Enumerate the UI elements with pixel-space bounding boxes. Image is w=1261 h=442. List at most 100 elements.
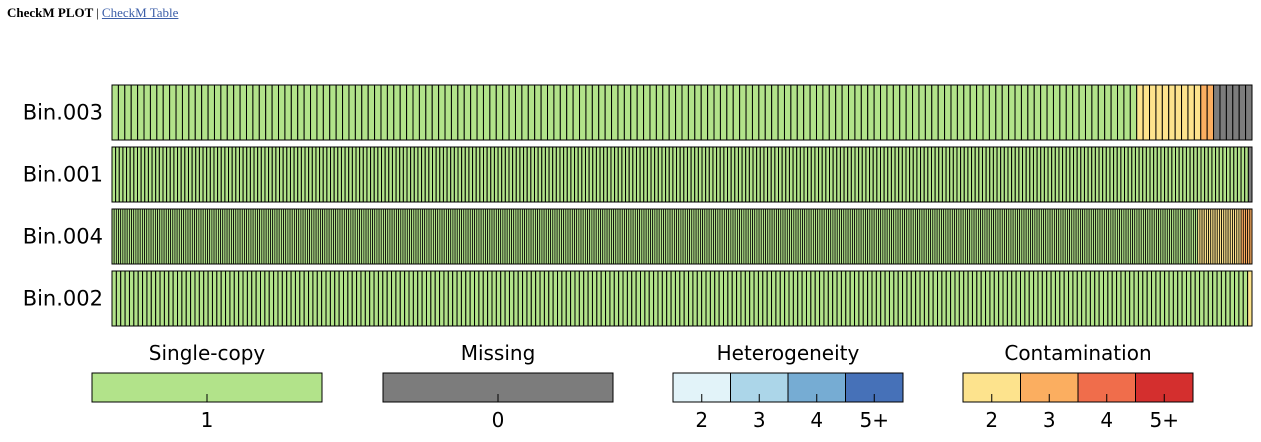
marker-cell <box>388 146 393 203</box>
marker-cell <box>958 270 965 327</box>
marker-cell <box>1102 270 1109 327</box>
marker-cell <box>654 146 659 203</box>
marker-cell <box>1206 84 1215 141</box>
marker-cell <box>238 270 244 327</box>
marker-cell <box>1015 270 1022 327</box>
marker-cell <box>585 84 593 141</box>
marker-cell <box>1002 270 1008 327</box>
marker-cell <box>1084 84 1093 141</box>
marker-cell <box>355 146 361 203</box>
marker-cell <box>1181 270 1187 327</box>
marker-cell <box>672 146 678 203</box>
marker-cell <box>801 270 807 327</box>
marker-cell <box>1117 84 1125 141</box>
marker-cell <box>173 146 179 203</box>
marker-cell <box>1234 270 1240 327</box>
marker-cell <box>920 146 925 203</box>
marker-cell <box>1024 270 1030 327</box>
marker-cell <box>1187 84 1195 141</box>
marker-cell <box>482 84 491 141</box>
marker-cell <box>592 146 597 203</box>
marker-cell <box>144 146 149 203</box>
marker-cell <box>915 270 921 327</box>
checkm-table-link[interactable]: CheckM Table <box>101 5 179 20</box>
marker-cell <box>312 270 318 327</box>
marker-cell <box>1043 146 1049 203</box>
marker-cell <box>1167 146 1173 203</box>
marker-cell <box>340 146 346 203</box>
marker-cell <box>1240 146 1246 203</box>
marker-cell <box>476 84 484 141</box>
marker-cell <box>988 84 997 141</box>
marker-cell <box>461 146 466 203</box>
marker-cell <box>1007 146 1013 203</box>
marker-cell <box>825 146 831 203</box>
marker-cell <box>168 270 174 327</box>
marker-cell <box>758 84 766 141</box>
marker-cell <box>783 84 792 141</box>
marker-cell <box>937 270 943 327</box>
marker-cell <box>790 84 798 141</box>
marker-cell <box>1229 270 1236 327</box>
marker-cell <box>329 270 336 327</box>
marker-cell <box>1155 270 1161 327</box>
marker-cell <box>675 84 683 141</box>
marker-cell <box>1149 146 1155 203</box>
marker-cell <box>719 84 728 141</box>
marker-cell <box>1054 270 1061 327</box>
marker-cell <box>565 270 572 327</box>
marker-cell <box>1220 270 1227 327</box>
marker-cell <box>1136 84 1144 141</box>
legend-title: Contamination <box>1004 341 1151 365</box>
marker-cell <box>321 270 327 327</box>
marker-cell <box>937 84 946 141</box>
marker-cell <box>242 270 248 327</box>
marker-cell <box>1236 146 1242 203</box>
marker-cell <box>723 146 729 203</box>
marker-cell <box>406 84 414 141</box>
marker-cell <box>1171 146 1177 203</box>
marker-cell <box>737 146 743 203</box>
marker-cell <box>858 270 864 327</box>
marker-cell <box>362 146 368 203</box>
marker-cell <box>745 146 750 203</box>
marker-cell <box>380 84 388 141</box>
marker-cell <box>1040 84 1048 141</box>
marker-cell <box>828 84 837 141</box>
marker-cell <box>1226 146 1231 203</box>
marker-cell <box>111 270 117 327</box>
marker-cell <box>213 84 222 141</box>
marker-cell <box>233 270 240 327</box>
marker-cell <box>286 146 291 203</box>
bin-label: Bin.002 <box>23 287 103 311</box>
marker-cell <box>472 146 477 203</box>
marker-cell <box>224 146 230 203</box>
marker-cell <box>1040 146 1045 203</box>
marker-cell <box>854 84 862 141</box>
marker-cell <box>552 146 557 203</box>
marker-cell <box>661 270 668 327</box>
marker-cell <box>310 84 318 141</box>
marker-cell <box>493 146 499 203</box>
marker-cell <box>478 270 484 327</box>
marker-cell <box>264 146 270 203</box>
marker-cell <box>707 84 715 141</box>
marker-cell <box>596 270 602 327</box>
marker-cell <box>932 270 939 327</box>
marker-cell <box>452 270 458 327</box>
marker-cell <box>290 84 299 141</box>
marker-cell <box>636 84 645 141</box>
marker-cell <box>1089 270 1096 327</box>
marker-cell <box>115 146 120 203</box>
marker-cell <box>1219 84 1227 141</box>
marker-cell <box>442 146 448 203</box>
marker-cell <box>424 146 430 203</box>
marker-cell <box>1000 146 1005 203</box>
marker-cell <box>1238 270 1244 327</box>
marker-cell <box>574 146 579 203</box>
marker-cell <box>207 84 215 141</box>
marker-cell <box>862 270 869 327</box>
marker-cell <box>347 270 353 327</box>
marker-cell <box>1059 270 1065 327</box>
marker-cell <box>927 146 932 203</box>
